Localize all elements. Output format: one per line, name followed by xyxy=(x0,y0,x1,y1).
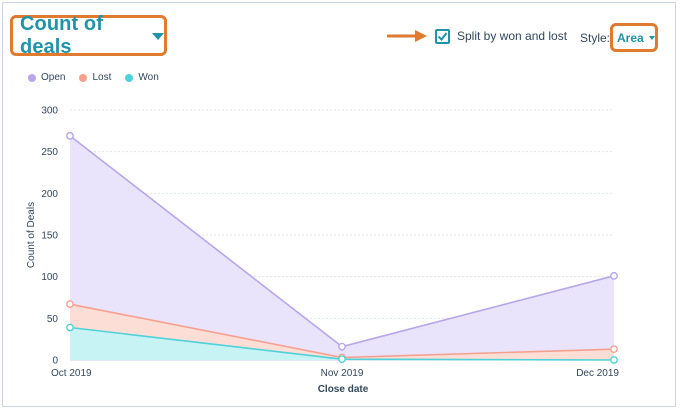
y-tick-label: 0 xyxy=(52,356,58,367)
legend-swatch-lost xyxy=(79,73,88,82)
legend-item-lost[interactable]: Lost xyxy=(79,72,111,83)
y-axis-title: Count of Deals xyxy=(26,202,37,268)
y-tick-label: 150 xyxy=(41,231,58,242)
x-axis-title: Close date xyxy=(318,384,369,395)
split-won-lost-label[interactable]: Split by won and lost xyxy=(457,29,568,43)
chart-legend: Open Lost Won xyxy=(28,72,159,83)
data-point-lost xyxy=(66,300,74,309)
x-tick-label: Oct 2019 xyxy=(51,368,92,379)
data-point-open xyxy=(338,342,346,351)
y-tick-label: 50 xyxy=(47,314,59,325)
series-area-won xyxy=(70,327,614,360)
report-title: Count of deals xyxy=(20,12,103,58)
data-point-open xyxy=(66,131,74,140)
split-won-lost-checkbox[interactable] xyxy=(435,29,450,44)
data-point-won xyxy=(610,356,618,364)
legend-item-won[interactable]: Won xyxy=(125,72,159,83)
legend-label-won: Won xyxy=(138,72,159,83)
style-label: Style: xyxy=(580,31,611,45)
checkmark-icon xyxy=(437,32,448,42)
chevron-down-icon xyxy=(152,33,164,40)
series-area-open xyxy=(70,135,614,360)
x-tick-label: Nov 2019 xyxy=(321,368,364,379)
y-tick-label: 250 xyxy=(41,147,58,158)
chevron-down-icon xyxy=(648,36,655,40)
data-point-lost xyxy=(610,345,618,354)
legend-swatch-won xyxy=(125,73,134,82)
data-point-won xyxy=(338,355,346,364)
report-title-dropdown[interactable]: Count of deals xyxy=(10,12,167,58)
legend-item-open[interactable]: Open xyxy=(28,72,65,83)
x-tick-label: Dec 2019 xyxy=(576,368,619,379)
data-point-won xyxy=(66,323,74,332)
data-point-open xyxy=(610,271,618,280)
legend-label-open: Open xyxy=(41,72,66,83)
y-tick-label: 300 xyxy=(41,106,58,117)
y-tick-label: 200 xyxy=(41,189,58,200)
style-dropdown[interactable]: Area xyxy=(610,23,658,52)
legend-label-lost: Lost xyxy=(92,72,112,83)
style-value: Area xyxy=(617,30,644,45)
legend-swatch-open xyxy=(28,73,36,82)
arrow-right-icon xyxy=(387,30,427,42)
y-tick-label: 100 xyxy=(41,272,58,283)
